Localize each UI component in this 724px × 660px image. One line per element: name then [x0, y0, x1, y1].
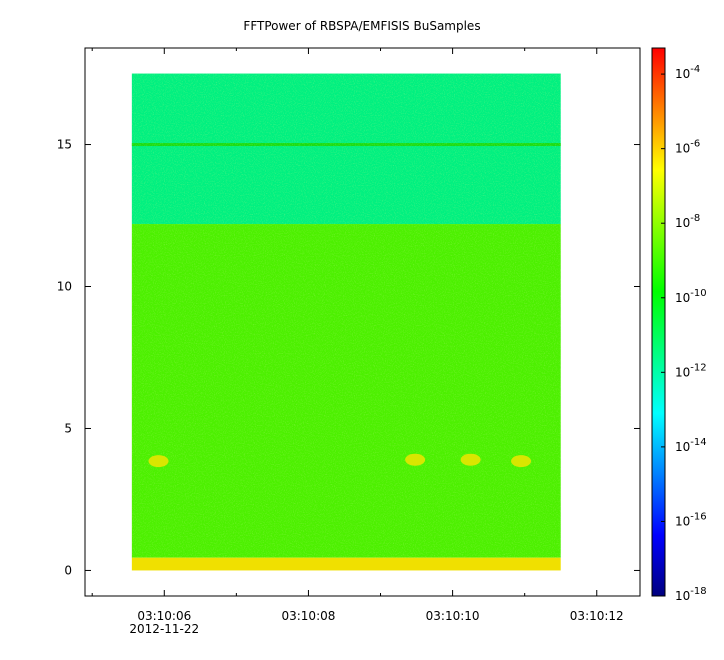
x-tick-label: 03:10:08: [281, 609, 335, 623]
y-tick-label: 10: [57, 280, 72, 294]
colorbar-tick-exp: -14: [690, 437, 706, 448]
heatmap-noise: [131, 73, 561, 559]
y-tick-label: 0: [64, 563, 72, 577]
colorbar-tick-exp: -10: [690, 288, 706, 299]
colorbar-tick-label: 10-6: [675, 139, 700, 156]
colorbar-tick-label: 10-14: [675, 437, 707, 454]
colorbar-tick-base: 10: [675, 67, 690, 81]
colorbar-tick-label: 10-4: [675, 64, 700, 81]
colorbar-tick-label: 10-18: [675, 586, 707, 603]
x-tick-label: 03:10:12: [570, 609, 624, 623]
colorbar-tick-exp: -6: [690, 139, 700, 150]
colorbar-tick-base: 10: [675, 365, 690, 379]
heatmap-blob: [511, 455, 532, 468]
heatmap-blob: [405, 453, 426, 466]
colorbar-tick-label: 10-16: [675, 511, 707, 528]
colorbar: [651, 47, 666, 597]
heatmap-blobs: [148, 453, 532, 468]
y-axis: 0 5 10 15: [57, 138, 640, 577]
colorbar-tick-base: 10: [675, 589, 690, 603]
colorbar-tick-base: 10: [675, 440, 690, 454]
x-tick-sublabel: 2012-11-22: [129, 622, 199, 636]
x-tick-label: 03:10:10: [426, 609, 480, 623]
colorbar-tick-label: 10-8: [675, 213, 700, 230]
colorbar-tick-base: 10: [675, 291, 690, 305]
heatmap-blob: [148, 455, 169, 468]
colorbar-tick-label: 10-10: [675, 288, 707, 305]
colorbar-tick-exp: -12: [690, 362, 706, 373]
chart-title: FFTPower of RBSPA/EMFISIS BuSamples: [243, 19, 480, 33]
y-tick-label: 5: [64, 421, 72, 435]
x-tick-label: 03:10:06: [137, 609, 191, 623]
colorbar-tick-base: 10: [675, 142, 690, 156]
y-tick-label: 15: [57, 138, 72, 152]
colorbar-tick-exp: -8: [690, 213, 700, 224]
colorbar-tick-label: 10-12: [675, 362, 707, 379]
colorbar-tick-exp: -18: [690, 586, 706, 597]
colorbar-tick-exp: -16: [690, 511, 706, 522]
colorbar-tick-exp: -4: [690, 64, 700, 75]
heatmap-band: [131, 557, 561, 571]
colorbar-tick-base: 10: [675, 514, 690, 528]
colorbar-tick-base: 10: [675, 216, 690, 230]
heatmap-blob: [460, 453, 481, 466]
